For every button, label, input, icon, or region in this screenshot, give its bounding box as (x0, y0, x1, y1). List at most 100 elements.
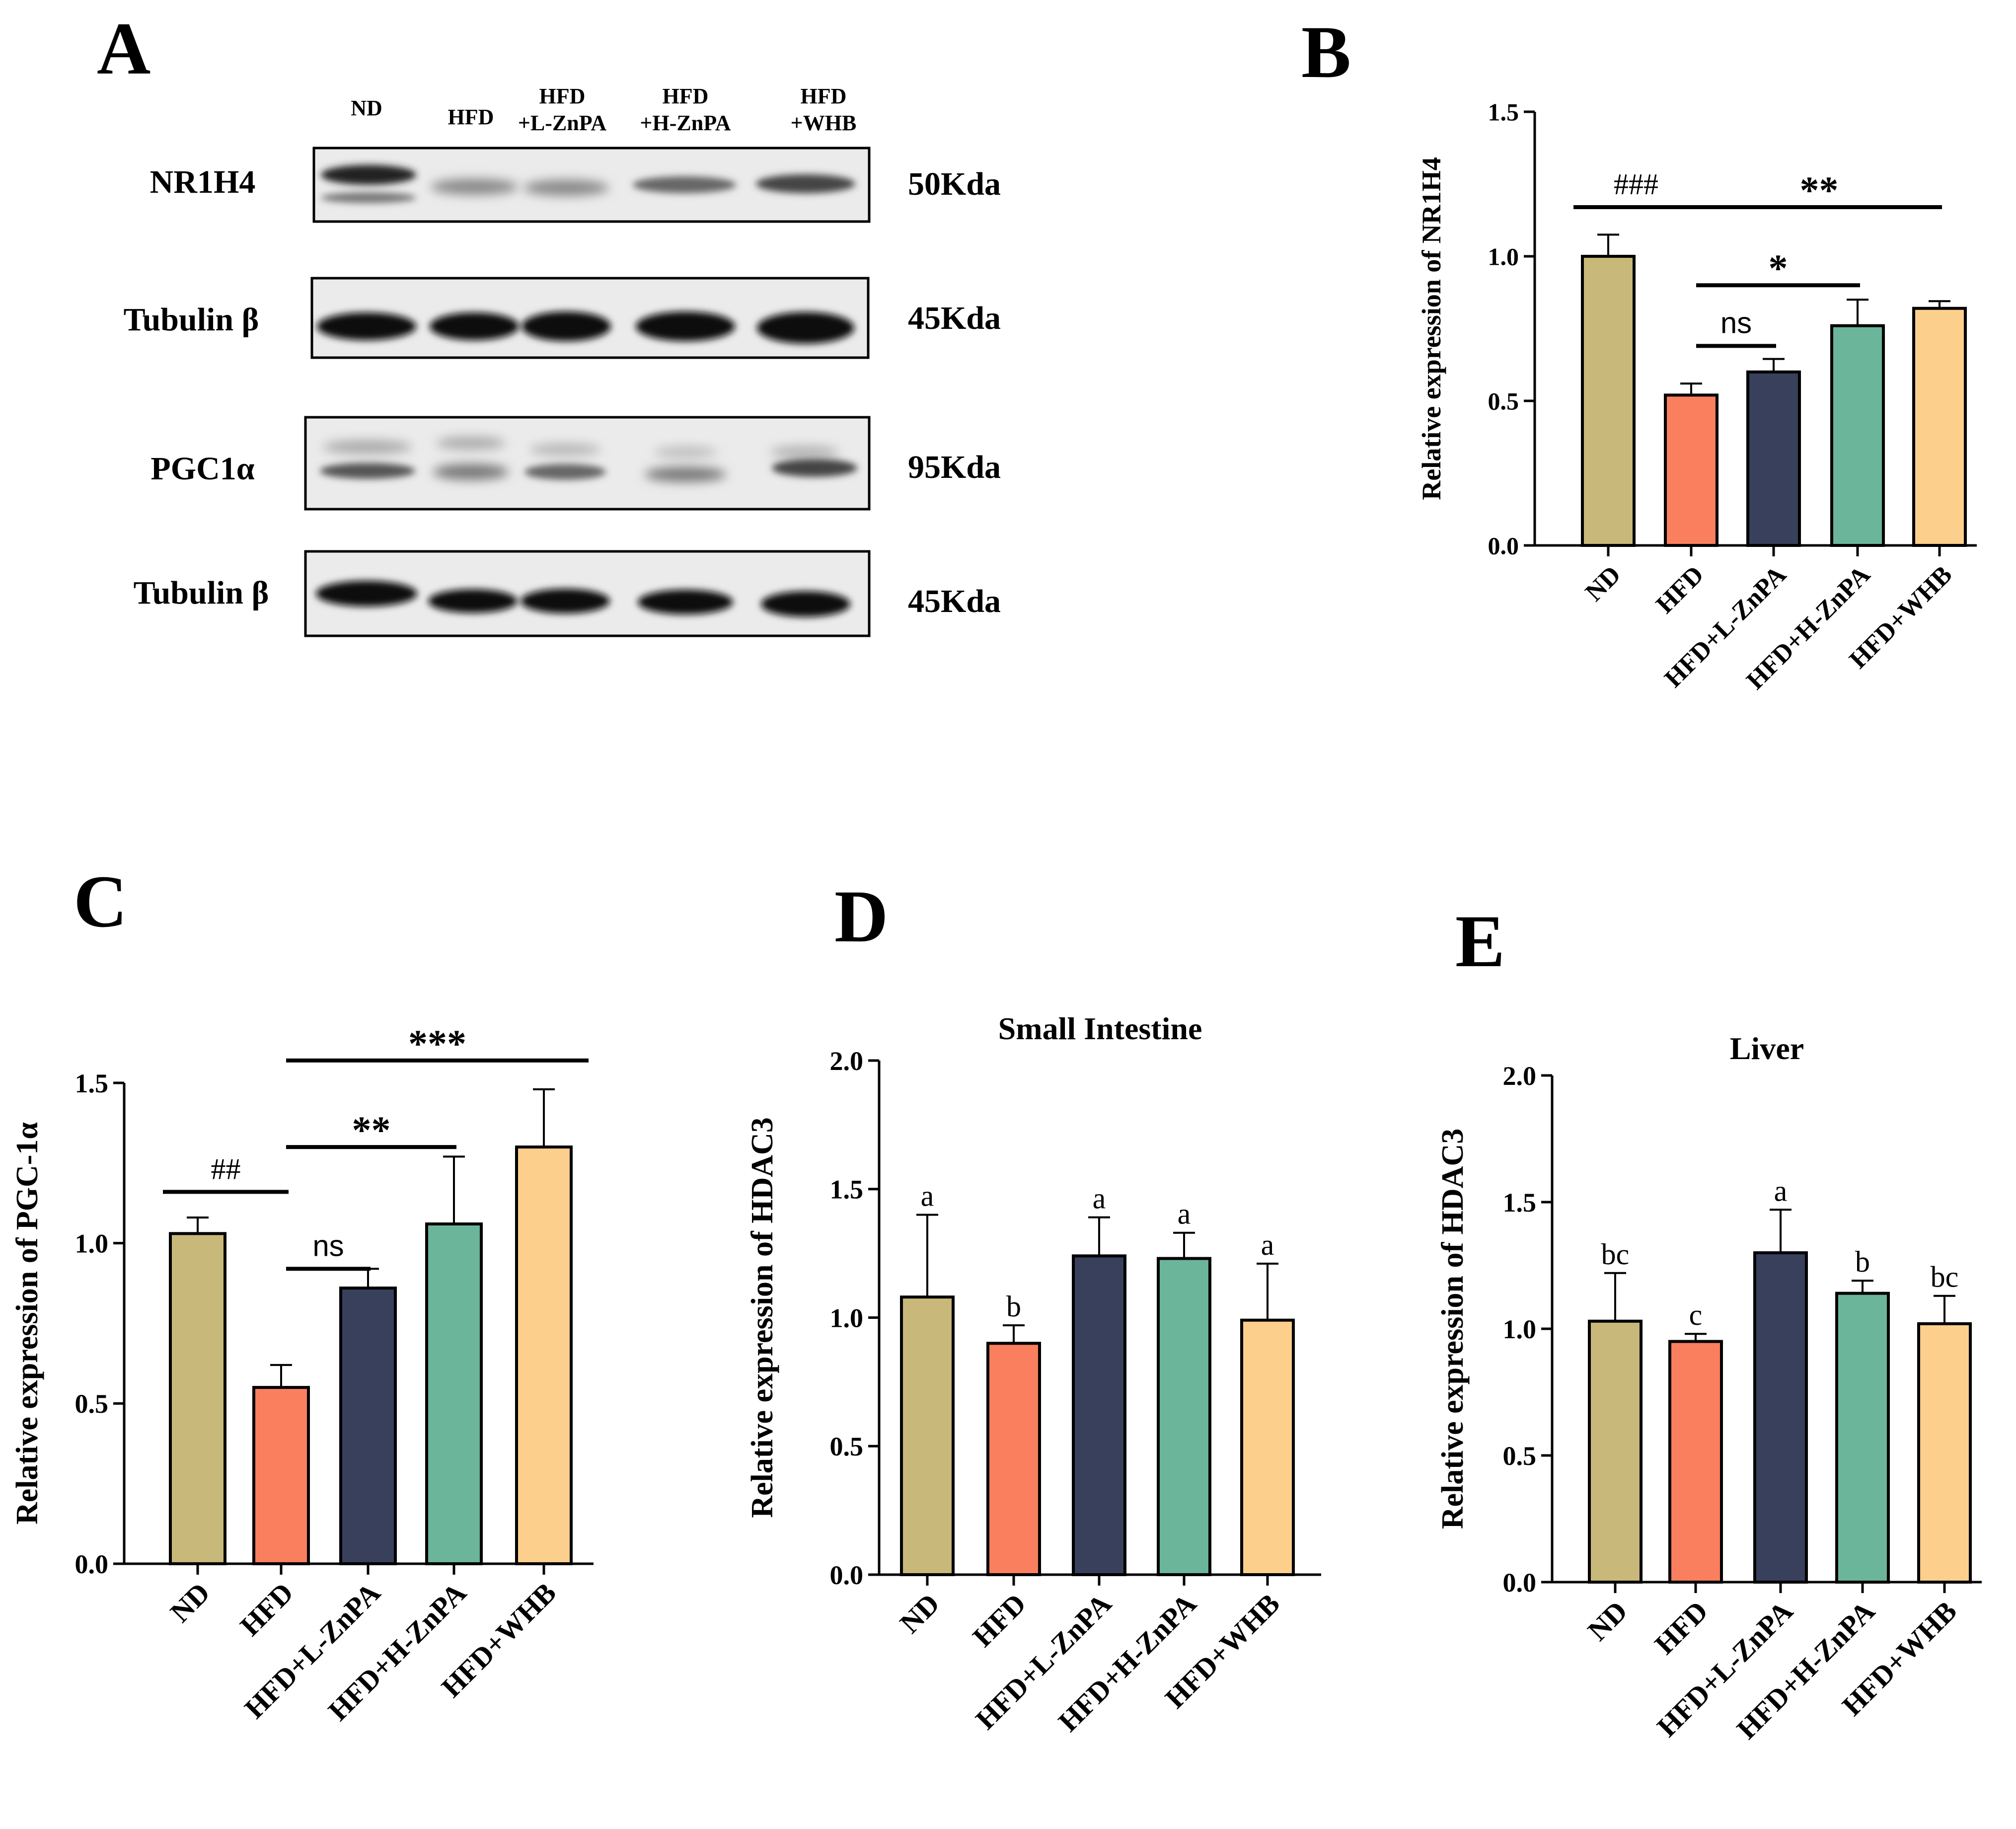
band-hfd (428, 589, 518, 613)
significance-letter: a (1774, 1174, 1788, 1207)
significance-letter: bc (1931, 1261, 1959, 1294)
band-h (645, 467, 726, 482)
blot-protein-label-tubulin-1: Tubulin β (124, 302, 259, 338)
western-blot-panel: ND HFD HFD +L-ZnPA HFD +H-ZnPA HFD +WHB … (124, 84, 1001, 637)
x-category-label: HFD (1648, 1595, 1715, 1661)
y-tick-label: 1.5 (1503, 1188, 1537, 1218)
y-tick-label: 0.0 (1488, 532, 1519, 560)
band-l (522, 311, 611, 341)
y-tick-label: 0.0 (830, 1560, 864, 1590)
bar-hfd-whb (1912, 306, 1967, 547)
chart-panel-b: 0.0 0.5 1.0 1.5 Relative expression of NR1H4… (1417, 98, 1977, 695)
bar-nd (1581, 255, 1636, 547)
blot-size-label-pgc1a: 95Kda (908, 449, 1001, 485)
significance-letter: a (1178, 1198, 1191, 1230)
y-tick-label: 0.5 (830, 1432, 864, 1461)
band-whb (756, 174, 855, 193)
significance-letter: a (1093, 1182, 1106, 1215)
bar-hfd (986, 1342, 1041, 1576)
bar-hfd-h-znpa (1157, 1257, 1211, 1577)
lane-header-l-line2: +L-ZnPA (518, 111, 607, 135)
band-h (633, 176, 736, 193)
y-tick-label: 2.0 (1503, 1061, 1537, 1091)
significance-letter: b (1006, 1290, 1021, 1323)
significance-letter: a (921, 1180, 934, 1213)
lane-header-nd: ND (351, 96, 382, 120)
x-category-label: HFD (234, 1576, 300, 1642)
bar-nd (1588, 1319, 1643, 1584)
panel-letter-d: D (834, 875, 888, 958)
significance-letter: c (1689, 1298, 1703, 1331)
y-tick-label: 1.0 (1488, 243, 1519, 271)
band-nd-upper (323, 440, 412, 454)
blot-size-label-nr1h4: 50Kda (908, 166, 1001, 202)
blot-size-label-tubulin-2: 45Kda (908, 583, 1001, 619)
panel-letter-c: C (74, 860, 127, 943)
band-row (317, 311, 854, 344)
blot-tubulin-1: Tubulin β 45Kda (124, 277, 1001, 359)
band-hfd-upper (436, 437, 506, 450)
lane-headers: ND HFD HFD +L-ZnPA HFD +H-ZnPA HFD +WHB (351, 84, 856, 135)
blot-protein-label-pgc1a: PGC1α (150, 451, 254, 487)
bar-hfd-whb (1917, 1322, 1972, 1584)
band-l-upper (529, 444, 601, 456)
bar-hfd-whb (515, 1145, 573, 1565)
significance-label: ns (312, 1229, 344, 1262)
bar-hfd (1668, 1340, 1723, 1584)
bar-nd (169, 1232, 226, 1565)
band-whb-upper (770, 446, 839, 458)
bar-hfd-l-znpa (1072, 1254, 1126, 1577)
band-hfd (433, 464, 509, 480)
band-whb (772, 459, 857, 477)
y-tick-label: 0.5 (1488, 387, 1519, 415)
x-category-label: HFD (967, 1587, 1033, 1653)
bar-hfd (1664, 393, 1718, 547)
y-axis-label: Relative expression of HDAC3 (746, 1117, 779, 1518)
blot-pgc1a: PGC1α 95Kda (150, 416, 1001, 511)
significance-label: *** (408, 1022, 466, 1065)
significance-letter: a (1261, 1228, 1274, 1261)
blot-protein-label-tubulin-2: Tubulin β (134, 575, 269, 611)
lane-header-h-line1: HFD (663, 84, 709, 108)
y-axis-label: Relative expression of PGC-1α (10, 1122, 44, 1524)
significance-label: ## (211, 1152, 241, 1185)
panel-letter-a: A (97, 7, 150, 90)
lane-header-l-line1: HFD (539, 84, 586, 108)
significance-label: ### (1614, 168, 1658, 201)
band-l (523, 180, 609, 196)
band-h (636, 311, 735, 341)
y-tick-label: 1.0 (830, 1303, 864, 1333)
significance-letter: bc (1601, 1238, 1630, 1271)
significance-label: ns (1720, 306, 1752, 339)
band-row (320, 437, 857, 482)
bar-hfd-h-znpa (1830, 324, 1885, 547)
blot-background (304, 416, 871, 511)
bar-hfd-h-znpa (1835, 1292, 1890, 1584)
y-tick-label: 1.0 (75, 1229, 109, 1259)
y-tick-label: 2.0 (830, 1046, 864, 1076)
bar-hfd-h-znpa (425, 1222, 483, 1566)
band-l (521, 589, 610, 613)
y-tick-label: 1.0 (1503, 1314, 1537, 1344)
significance-label: * (1769, 246, 1788, 290)
x-category-label: HFD (1651, 560, 1710, 619)
y-tick-label: 0.0 (1503, 1568, 1537, 1598)
band-nd (320, 463, 415, 479)
panel-letter-b: B (1301, 11, 1351, 93)
y-tick-label: 0.5 (75, 1389, 109, 1419)
panel-letter-e: E (1455, 900, 1505, 983)
band-l (524, 464, 606, 480)
x-category-label: ND (894, 1587, 946, 1639)
lane-header-hfd: HFD (448, 105, 494, 129)
x-category-label: ND (1580, 560, 1626, 607)
lane-header-h-line2: +H-ZnPA (640, 111, 731, 135)
band-row (316, 581, 850, 617)
significance-label: ** (352, 1108, 391, 1151)
y-axis-label: Relative expression of HDAC3 (1436, 1129, 1470, 1529)
bar-hfd-l-znpa (339, 1287, 397, 1566)
bar-hfd (252, 1386, 310, 1565)
lane-header-whb-line1: HFD (801, 84, 847, 108)
band-nd (317, 312, 416, 340)
y-tick-label: 1.5 (1488, 98, 1519, 126)
blot-tubulin-2: Tubulin β 45Kda (134, 550, 1001, 637)
